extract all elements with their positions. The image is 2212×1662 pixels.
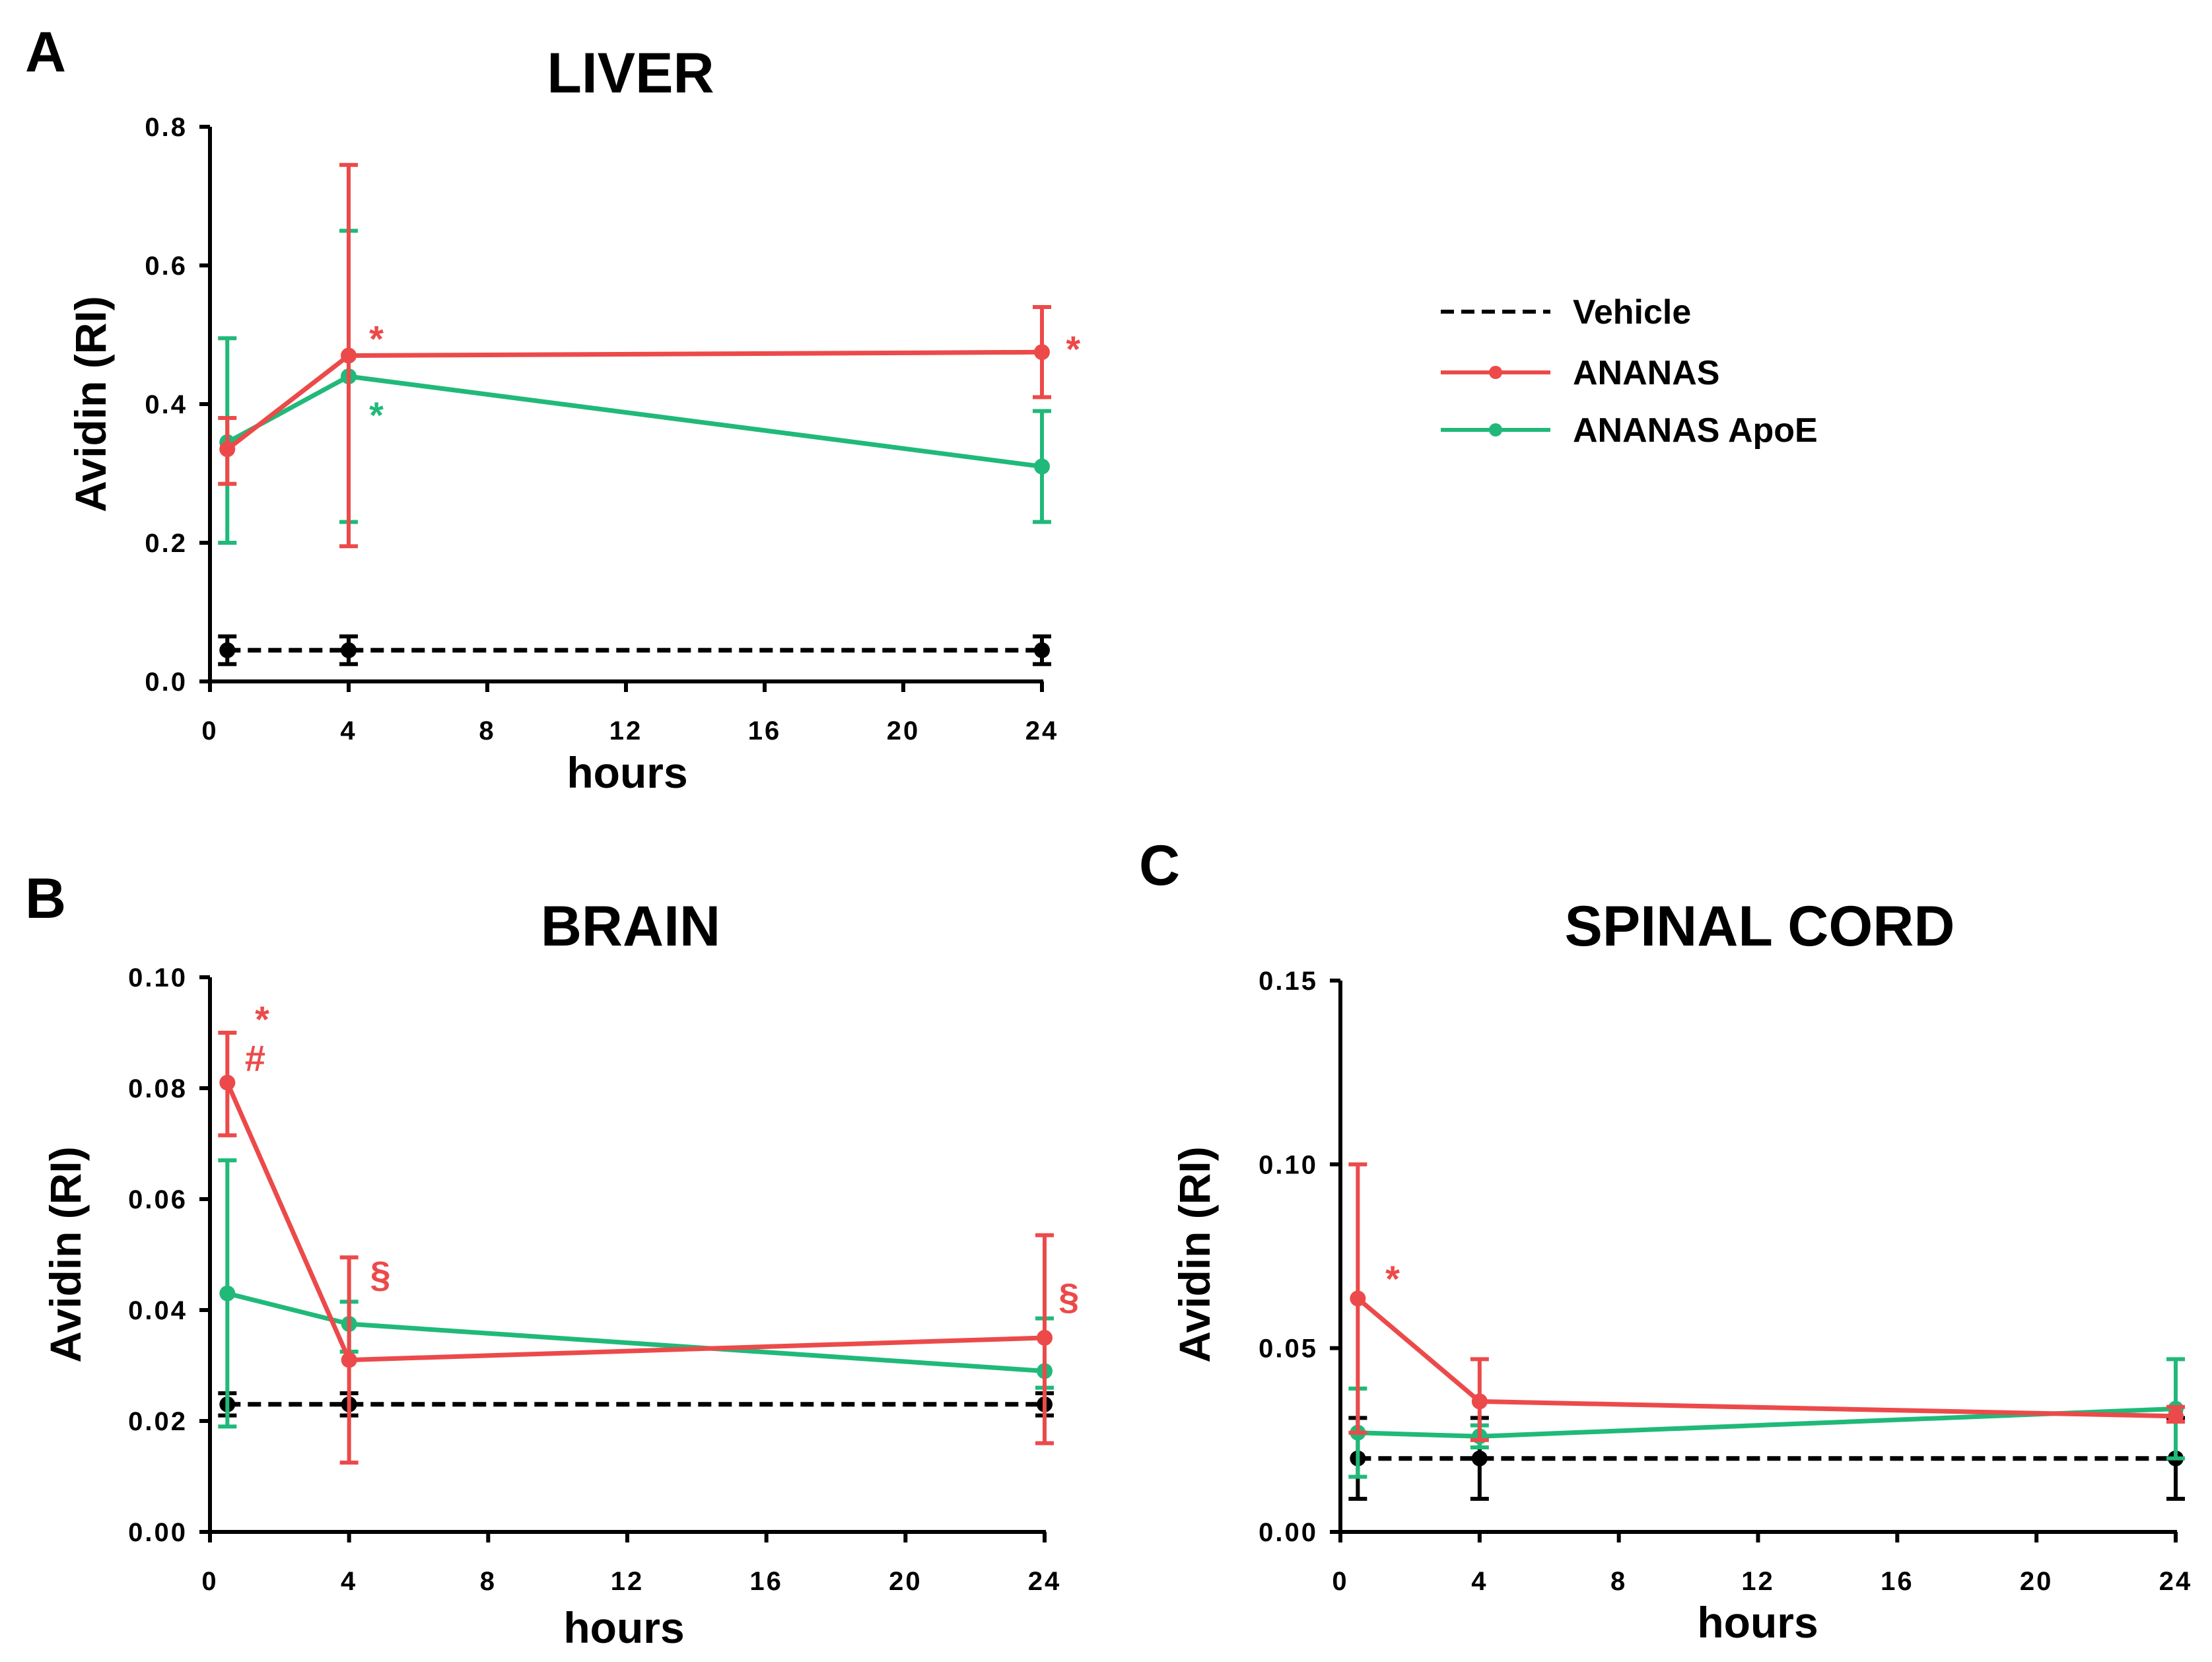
x-axis-label-liver: hours (567, 748, 687, 797)
x-tick-label: 24 (1025, 716, 1059, 745)
x-tick-label: 20 (2020, 1567, 2054, 1596)
legend-marker-ananas (1489, 366, 1502, 379)
x-tick-label: 12 (609, 716, 643, 745)
x-tick-label: 20 (887, 716, 920, 745)
y-tick-label: 0.6 (145, 252, 188, 281)
legend-marker-apoe (1489, 423, 1502, 436)
significance-annotation: * (369, 394, 384, 436)
data-point-vehicle (1471, 1450, 1488, 1467)
y-tick-label: 0.2 (145, 529, 188, 558)
data-point-ananas (2168, 1408, 2184, 1424)
data-point-ananas (341, 1352, 357, 1368)
data-point-apoe (1034, 458, 1050, 475)
data-point-apoe (219, 1285, 236, 1301)
x-tick-label: 0 (201, 716, 218, 745)
significance-annotation: * (1385, 1258, 1400, 1299)
series-apoe-liver (218, 228, 1051, 545)
x-tick-label: 24 (1028, 1567, 1062, 1596)
data-point-ananas (219, 1074, 236, 1091)
data-point-vehicle (341, 642, 357, 658)
series-vehicle-spinal-cord (1348, 1416, 2185, 1501)
data-point-ananas (1034, 344, 1050, 361)
y-tick-label: 0.10 (1259, 1150, 1318, 1179)
x-tick-label: 16 (1881, 1567, 1914, 1596)
y-axis-label-liver: Avidin (RI) (66, 296, 115, 512)
y-axis-label-brain: Avidin (RI) (41, 1146, 90, 1363)
x-axis-label-spinal-cord: hours (1697, 1598, 1818, 1647)
significance-annotation: § (370, 1253, 390, 1295)
plot-area-liver: 0.0 0.2 0.4 0.6 0.8 0 4 8 12 16 20 24 * * * (145, 113, 1080, 745)
y-tick-label: 0.00 (1259, 1518, 1318, 1547)
x-tick-label: 20 (889, 1567, 922, 1596)
panel-brain: B BRAIN 0.00 0.02 0.04 0.06 0.08 0.10 0 4 8 12 16 2… (25, 867, 1079, 1652)
chart-title-brain: BRAIN (541, 895, 720, 958)
x-axis-label-brain: hours (563, 1603, 684, 1652)
significance-annotation: * (369, 318, 384, 359)
data-point-vehicle (1034, 642, 1050, 658)
plot-area-brain: 0.00 0.02 0.04 0.06 0.08 0.10 0 4 8 12 16 20 24 *# § § (128, 963, 1079, 1596)
x-tick-label: 8 (479, 716, 495, 745)
y-tick-label: 0.8 (145, 113, 188, 142)
plot-area-spinal-cord: 0.00 0.05 0.10 0.15 0 4 8 12 16 20 24 * (1259, 967, 2193, 1596)
panel-letter-b: B (25, 867, 66, 930)
panel-letter-a: A (25, 20, 66, 84)
legend-label-apoe: ANANAS ApoE (1573, 411, 1818, 450)
data-point-ananas (219, 441, 236, 458)
y-tick-label: 0.10 (128, 963, 188, 992)
series-vehicle-liver (218, 634, 1051, 666)
y-tick-label: 0.0 (145, 668, 188, 697)
series-ananas-spinal-cord (1348, 1162, 2185, 1442)
x-tick-label: 8 (480, 1567, 497, 1596)
x-tick-label: 4 (1471, 1567, 1488, 1596)
panel-liver: A LIVER 0.0 0.2 0.4 0.6 0.8 0 4 8 12 16 20 24 * * * ho… (25, 20, 1080, 797)
legend-label-ananas: ANANAS (1573, 354, 1719, 392)
legend-label-vehicle: Vehicle (1573, 293, 1691, 331)
legend: Vehicle ANANAS ANANAS ApoE (1441, 293, 1818, 450)
significance-annotation: # (245, 1037, 265, 1079)
data-point-ananas (1471, 1393, 1488, 1410)
x-tick-label: 0 (1332, 1567, 1348, 1596)
chart-title-spinal-cord: SPINAL CORD (1565, 895, 1955, 958)
panel-spinal-cord: C SPINAL CORD 0.00 0.05 0.10 0.15 0 4 8 12 16 20 2… (1139, 834, 2193, 1647)
x-tick-label: 4 (341, 1567, 357, 1596)
series-ananas-liver (218, 162, 1051, 549)
x-tick-label: 16 (749, 1567, 783, 1596)
panel-letter-c: C (1139, 834, 1180, 897)
data-point-ananas (1350, 1290, 1366, 1307)
y-tick-label: 0.06 (128, 1185, 188, 1214)
y-tick-label: 0.08 (128, 1074, 188, 1103)
x-tick-label: 12 (611, 1567, 644, 1596)
series-vehicle-brain (218, 1391, 1054, 1418)
x-tick-label: 24 (2159, 1567, 2193, 1596)
y-tick-label: 0.15 (1259, 967, 1318, 996)
x-tick-label: 8 (1610, 1567, 1627, 1596)
y-tick-label: 0.05 (1259, 1334, 1318, 1364)
y-tick-label: 0.4 (145, 390, 188, 419)
x-tick-label: 16 (748, 716, 782, 745)
y-tick-label: 0.02 (128, 1407, 188, 1436)
y-tick-label: 0.00 (128, 1518, 188, 1547)
series-apoe-brain (218, 1158, 1054, 1429)
y-tick-label: 0.04 (128, 1296, 188, 1325)
y-axis-label-spinal-cord: Avidin (RI) (1170, 1146, 1219, 1363)
x-tick-label: 0 (201, 1567, 218, 1596)
data-point-vehicle (219, 642, 236, 658)
x-tick-label: 12 (1741, 1567, 1775, 1596)
x-tick-label: 4 (340, 716, 357, 745)
significance-annotation: * (255, 998, 269, 1040)
data-point-ananas (1037, 1330, 1053, 1346)
significance-annotation: * (1066, 328, 1080, 370)
data-point-ananas (341, 347, 357, 364)
significance-annotation: § (1058, 1276, 1079, 1317)
chart-title-liver: LIVER (547, 42, 714, 105)
series-ananas-brain (218, 1031, 1054, 1465)
